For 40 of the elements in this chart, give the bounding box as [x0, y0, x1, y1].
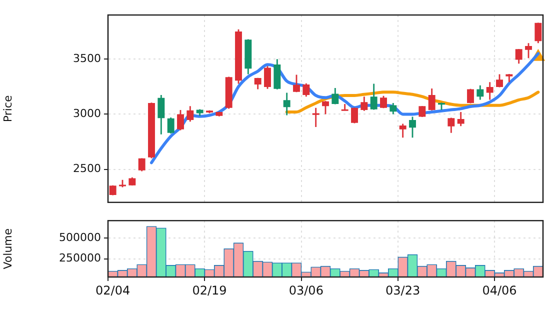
candlestick [302, 82, 310, 98]
y-tick-label: 2500 [73, 162, 101, 176]
candlestick [312, 107, 320, 128]
candlestick [158, 94, 165, 136]
candlestick [515, 48, 522, 64]
candlestick [457, 111, 464, 127]
x-tick-label: 03/23 [386, 283, 420, 298]
candlestick [448, 117, 455, 134]
candlestick [360, 96, 368, 112]
y-tick-label: 500000 [59, 230, 101, 244]
candlestick [283, 92, 290, 116]
y-axis-title: Price [1, 95, 14, 122]
candlestick [534, 22, 542, 44]
candlestick [264, 65, 271, 90]
candlestick [380, 95, 387, 109]
candlestick [399, 123, 406, 138]
candlestick [390, 102, 397, 115]
candlestick [167, 116, 174, 134]
candlestick [476, 84, 484, 100]
candlestick [370, 83, 378, 111]
candlestick [332, 87, 339, 105]
candlestick [293, 74, 300, 93]
candlestick [351, 106, 358, 124]
x-tick-label: 02/04 [96, 283, 130, 298]
y-tick-label: 3000 [73, 107, 101, 120]
candlestick [525, 42, 532, 59]
y-axis-title: Volume [1, 228, 14, 270]
candlestick [322, 100, 329, 115]
y-tick-label: 250000 [59, 252, 101, 265]
x-tick-label: 04/06 [482, 283, 517, 298]
candlestick [486, 81, 494, 100]
candlestick [138, 158, 146, 172]
candlestick [409, 116, 416, 138]
x-tick-label: 03/06 [288, 283, 324, 298]
candlestick [496, 73, 503, 88]
candlestick [177, 109, 184, 131]
candlestick [428, 88, 436, 112]
x-tick-label: 02/19 [192, 283, 227, 298]
y-tick-label: 3500 [73, 52, 101, 65]
candlestick [186, 105, 194, 122]
